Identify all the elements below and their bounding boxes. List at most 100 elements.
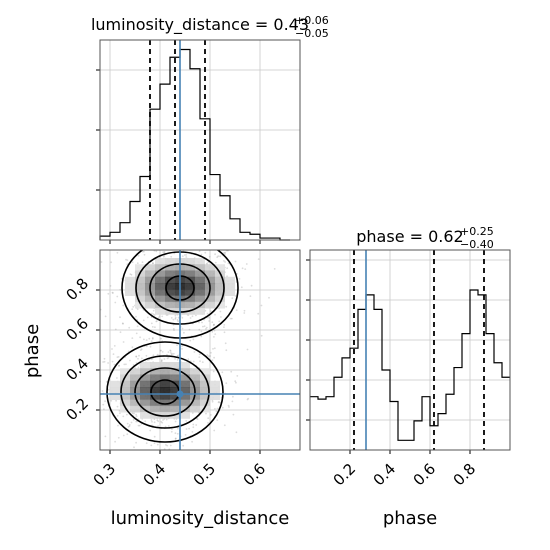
scatter-point [198,250,201,253]
y-tick-label: 0.4 [62,354,92,384]
density-cell [140,399,150,407]
scatter-point [101,390,104,392]
scatter-point [116,377,118,379]
luminosity-distance-title-upper: +0.06 [295,14,329,27]
scatter-point [115,399,117,402]
scatter-point [234,260,237,263]
scatter-point [225,382,228,385]
density-cell [185,264,195,271]
scatter-point [118,365,120,367]
scatter-point [257,312,260,315]
density-cell [120,405,130,413]
scatter-point [221,371,224,374]
density-cell [200,387,210,394]
scatter-point [238,278,241,280]
scatter-point [130,421,133,424]
density-cell [170,393,180,400]
density-cell [140,374,150,382]
scatter-point [173,245,175,247]
scatter-point [211,359,214,361]
density-cell [140,362,150,369]
density-cell [180,387,190,394]
scatter-point [140,348,143,351]
scatter-point [163,254,166,257]
scatter-point [145,339,148,341]
scatter-point [152,313,155,316]
density-cell [155,283,165,290]
scatter-point [118,410,121,412]
scatter-point [152,309,155,312]
scatter-point [150,322,153,325]
scatter-point [177,316,180,319]
scatter-point [181,345,183,347]
scatter-point [249,295,252,297]
density-cell [195,295,205,303]
scatter-point [116,251,119,254]
scatter-point [129,359,131,362]
scatter-point [218,401,220,403]
panel-frame [99,249,301,451]
scatter-point [111,360,114,363]
scatter-point [173,329,175,331]
scatter-point [205,262,208,265]
density-cell [155,264,165,271]
scatter-point [164,425,167,428]
density-cell [150,368,160,375]
density-cell [215,301,225,309]
scatter-point [159,244,161,246]
scatter-point [216,419,219,421]
scatter-point [157,425,160,427]
density-cell [160,399,170,407]
scatter-point [135,355,138,358]
scatter-point [112,353,115,355]
scatter-point [247,397,250,400]
scatter-point [151,262,154,265]
scatter-point [208,255,211,258]
luminosity-distance-title: luminosity_distance = 0.43 [91,15,309,35]
scatter-point [167,425,170,427]
scatter-point [189,228,191,230]
scatter-point [116,405,119,408]
y-axis-label-phase: phase [22,324,43,378]
scatter-point [192,426,195,429]
density-cell [190,380,200,388]
density-cell [215,276,225,284]
scatter-point [100,261,103,263]
scatter-point [200,330,203,333]
scatter-point [152,354,155,357]
scatter-point [111,348,113,350]
density-cell [140,393,150,400]
scatter-point [213,323,215,326]
scatter-point [181,348,183,350]
density-cell [135,289,145,296]
scatter-point [125,258,127,261]
scatter-point [153,442,156,444]
scatter-point [207,355,210,357]
scatter-point [136,325,139,328]
scatter-point [97,388,99,390]
scatter-point [116,356,119,359]
scatter-point [161,351,164,353]
scatter-point [131,233,133,235]
scatter-point [157,241,159,243]
scatter-point [179,454,181,456]
scatter-point [137,366,140,369]
density-cell [165,301,175,309]
density-cell [150,399,160,407]
scatter-point [223,424,226,427]
joint-distribution-panel: 0.3 0.4 0.5 0.6 0.2 0.4 0.6 0.8 [62,228,301,489]
scatter-point [223,251,226,254]
scatter-point [118,364,120,367]
scatter-point [144,420,147,423]
scatter-point [176,319,179,321]
scatter-point [174,358,177,360]
density-cell [160,393,170,400]
scatter-point [110,399,113,402]
phase-title-upper: +0.25 [460,225,494,238]
scatter-point [103,360,106,363]
density-cell [195,270,205,278]
scatter-point [136,262,139,265]
scatter-point [141,250,144,253]
scatter-point [132,418,135,421]
scatter-point [152,262,154,265]
